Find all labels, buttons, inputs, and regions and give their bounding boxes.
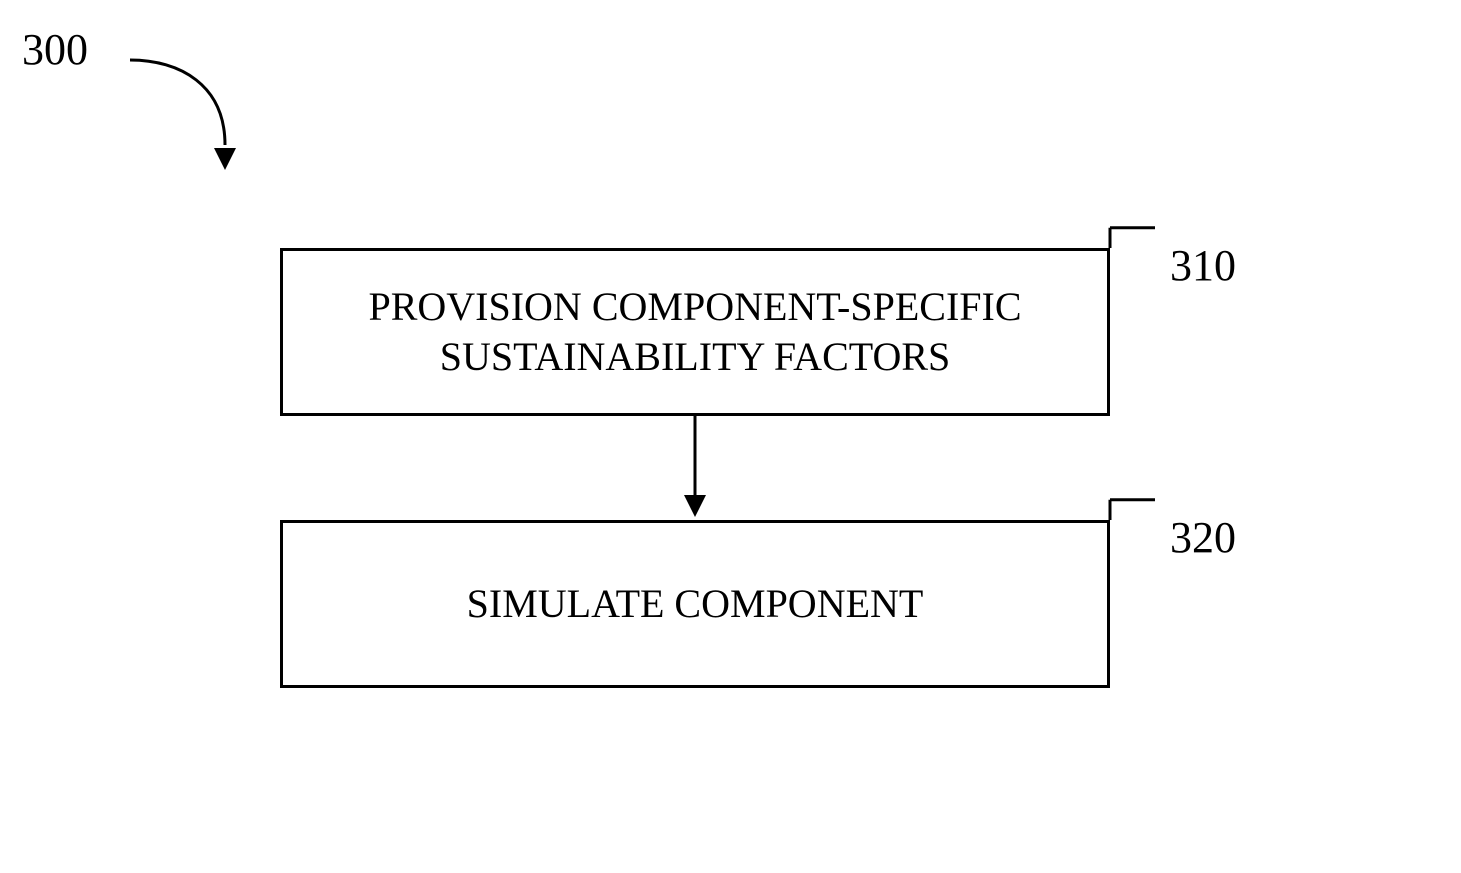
flow-step-text: PROVISION COMPONENT-SPECIFICSUSTAINABILI… (368, 282, 1021, 382)
arrows-overlay (0, 0, 1461, 873)
flow-step-2: SIMULATE COMPONENT (280, 520, 1110, 688)
flow-step-1: PROVISION COMPONENT-SPECIFICSUSTAINABILI… (280, 248, 1110, 416)
flow-step-text: SIMULATE COMPONENT (467, 579, 924, 629)
step-ref-label: 310 (1170, 240, 1236, 291)
figure-ref-label: 300 (22, 24, 88, 75)
step-ref-label: 320 (1170, 512, 1236, 563)
figure-canvas: 300 PROVISION COMPONENT-SPECIFICSUSTAINA… (0, 0, 1461, 873)
